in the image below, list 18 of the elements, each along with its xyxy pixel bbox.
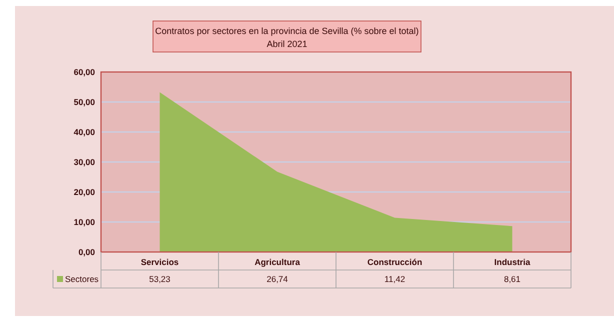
- y-tick-label: 30,00: [74, 157, 96, 167]
- x-tick-label: Industria: [494, 257, 530, 267]
- y-tick-label: 0,00: [78, 247, 96, 257]
- x-tick-label: Agricultura: [254, 257, 300, 267]
- legend-label: Sectores: [65, 274, 99, 284]
- data-label: 11,42: [384, 274, 406, 284]
- y-tick-label: 20,00: [74, 187, 96, 197]
- y-tick-label: 60,00: [74, 67, 96, 77]
- x-tick-label: Construcción: [367, 257, 422, 267]
- y-tick-label: 40,00: [74, 127, 96, 137]
- chart-subtitle: Abril 2021: [266, 39, 308, 49]
- y-tick-label: 10,00: [74, 217, 96, 227]
- data-label: 53,23: [149, 274, 171, 284]
- data-label: 8,61: [504, 274, 521, 284]
- y-tick-label: 50,00: [74, 97, 96, 107]
- data-label: 26,74: [266, 274, 288, 284]
- x-tick-label: Servicios: [140, 257, 179, 267]
- chart-title: Contratos por sectores en la provincia de Sevilla (% sobre el total): [155, 26, 419, 36]
